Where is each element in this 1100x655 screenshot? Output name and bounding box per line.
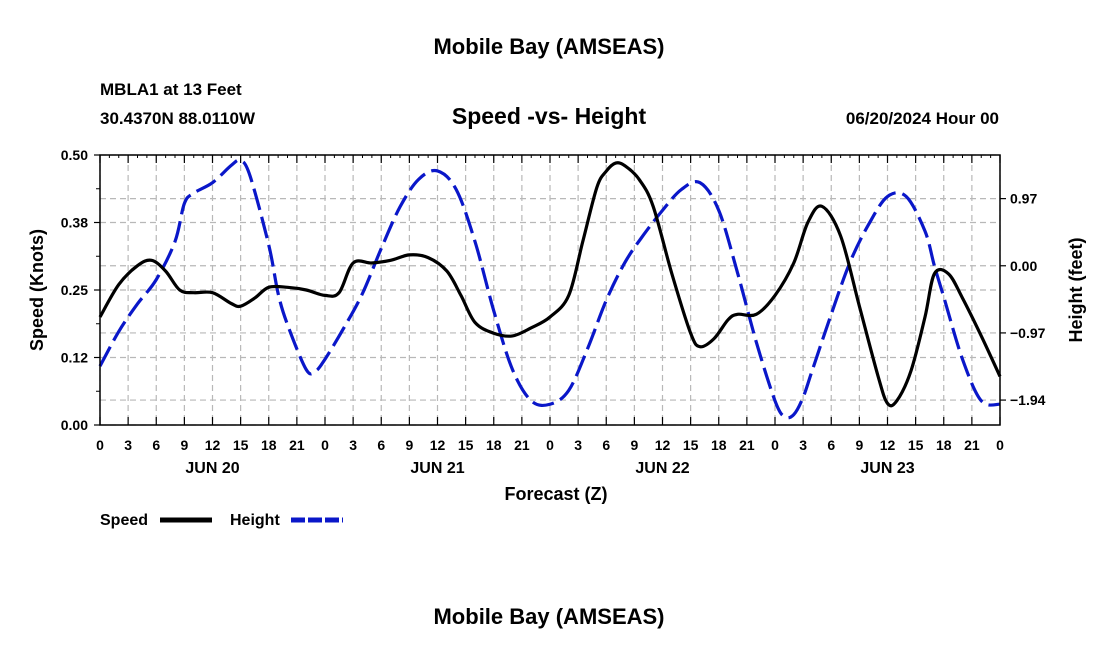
x-tick-label: 12 — [655, 437, 671, 453]
x-tick-label: 0 — [996, 437, 1004, 453]
x-tick-label: 12 — [880, 437, 896, 453]
legend-speed-label: Speed — [100, 512, 148, 529]
x-tick-label: 18 — [711, 437, 727, 453]
x-tick-label: 18 — [261, 437, 277, 453]
x-tick-label: 6 — [152, 437, 160, 453]
x-tick-label: 18 — [936, 437, 952, 453]
day-label: JUN 23 — [860, 460, 914, 477]
x-tick-label: 3 — [574, 437, 582, 453]
day-label: JUN 21 — [410, 460, 464, 477]
footer-title: Mobile Bay (AMSEAS) — [433, 604, 664, 629]
y-left-tick-label: 0.12 — [61, 350, 88, 366]
x-tick-label: 9 — [405, 437, 413, 453]
station-label: MBLA1 at 13 Feet — [100, 80, 242, 99]
x-tick-label: 21 — [739, 437, 755, 453]
x-tick-label: 6 — [827, 437, 835, 453]
series-lines — [98, 158, 1002, 420]
y-right-tick-label: −0.97 — [1010, 325, 1046, 341]
axis-ticks — [94, 154, 1006, 426]
legend-height-label: Height — [230, 512, 280, 529]
y-axis-right-label: Height (feet) — [1066, 238, 1086, 343]
station-coords: 30.4370N 88.0110W — [100, 109, 256, 128]
x-tick-label: 18 — [486, 437, 502, 453]
y-right-tick-label: 0.00 — [1010, 258, 1037, 274]
x-tick-label: 0 — [96, 437, 104, 453]
axis-tick-labels: 0 3 6 9 12 15 18 21 0 3 6 9 12 15 18 21 0 3 6 9 12 15 18 21 0 3 6 9… — [61, 147, 1046, 477]
x-tick-label: 15 — [458, 437, 474, 453]
x-tick-label: 9 — [855, 437, 863, 453]
grid-lines — [99, 154, 1001, 426]
x-tick-label: 21 — [289, 437, 305, 453]
y-left-tick-label: 0.00 — [61, 417, 88, 433]
y-left-tick-label: 0.38 — [61, 215, 88, 231]
x-tick-label: 0 — [546, 437, 554, 453]
x-tick-label: 15 — [233, 437, 249, 453]
x-tick-label: 6 — [377, 437, 385, 453]
x-tick-label: 6 — [602, 437, 610, 453]
series-line-speed — [98, 161, 1002, 408]
x-tick-label: 21 — [514, 437, 530, 453]
x-tick-label: 0 — [771, 437, 779, 453]
day-label: JUN 22 — [635, 460, 689, 477]
day-label: JUN 20 — [185, 460, 239, 477]
x-tick-label: 3 — [349, 437, 357, 453]
x-tick-label: 9 — [180, 437, 188, 453]
x-tick-label: 9 — [630, 437, 638, 453]
x-tick-label: 15 — [908, 437, 924, 453]
x-tick-label: 12 — [205, 437, 221, 453]
chart-subtitle: Speed -vs- Height — [452, 103, 647, 129]
forecast-date: 06/20/2024 Hour 00 — [846, 109, 999, 128]
x-tick-label: 15 — [683, 437, 699, 453]
x-tick-label: 12 — [430, 437, 446, 453]
x-tick-label: 21 — [964, 437, 980, 453]
y-right-tick-label: 0.97 — [1010, 191, 1037, 207]
legend: Speed Height — [100, 512, 343, 529]
x-tick-label: 3 — [799, 437, 807, 453]
x-tick-label: 0 — [321, 437, 329, 453]
y-left-tick-label: 0.25 — [61, 282, 88, 298]
page-title: Mobile Bay (AMSEAS) — [433, 34, 664, 59]
y-left-tick-label: 0.50 — [61, 147, 88, 163]
y-right-tick-label: −1.94 — [1010, 392, 1046, 408]
x-axis-label: Forecast (Z) — [504, 484, 607, 504]
y-axis-left-label: Speed (Knots) — [27, 229, 47, 351]
x-tick-label: 3 — [124, 437, 132, 453]
